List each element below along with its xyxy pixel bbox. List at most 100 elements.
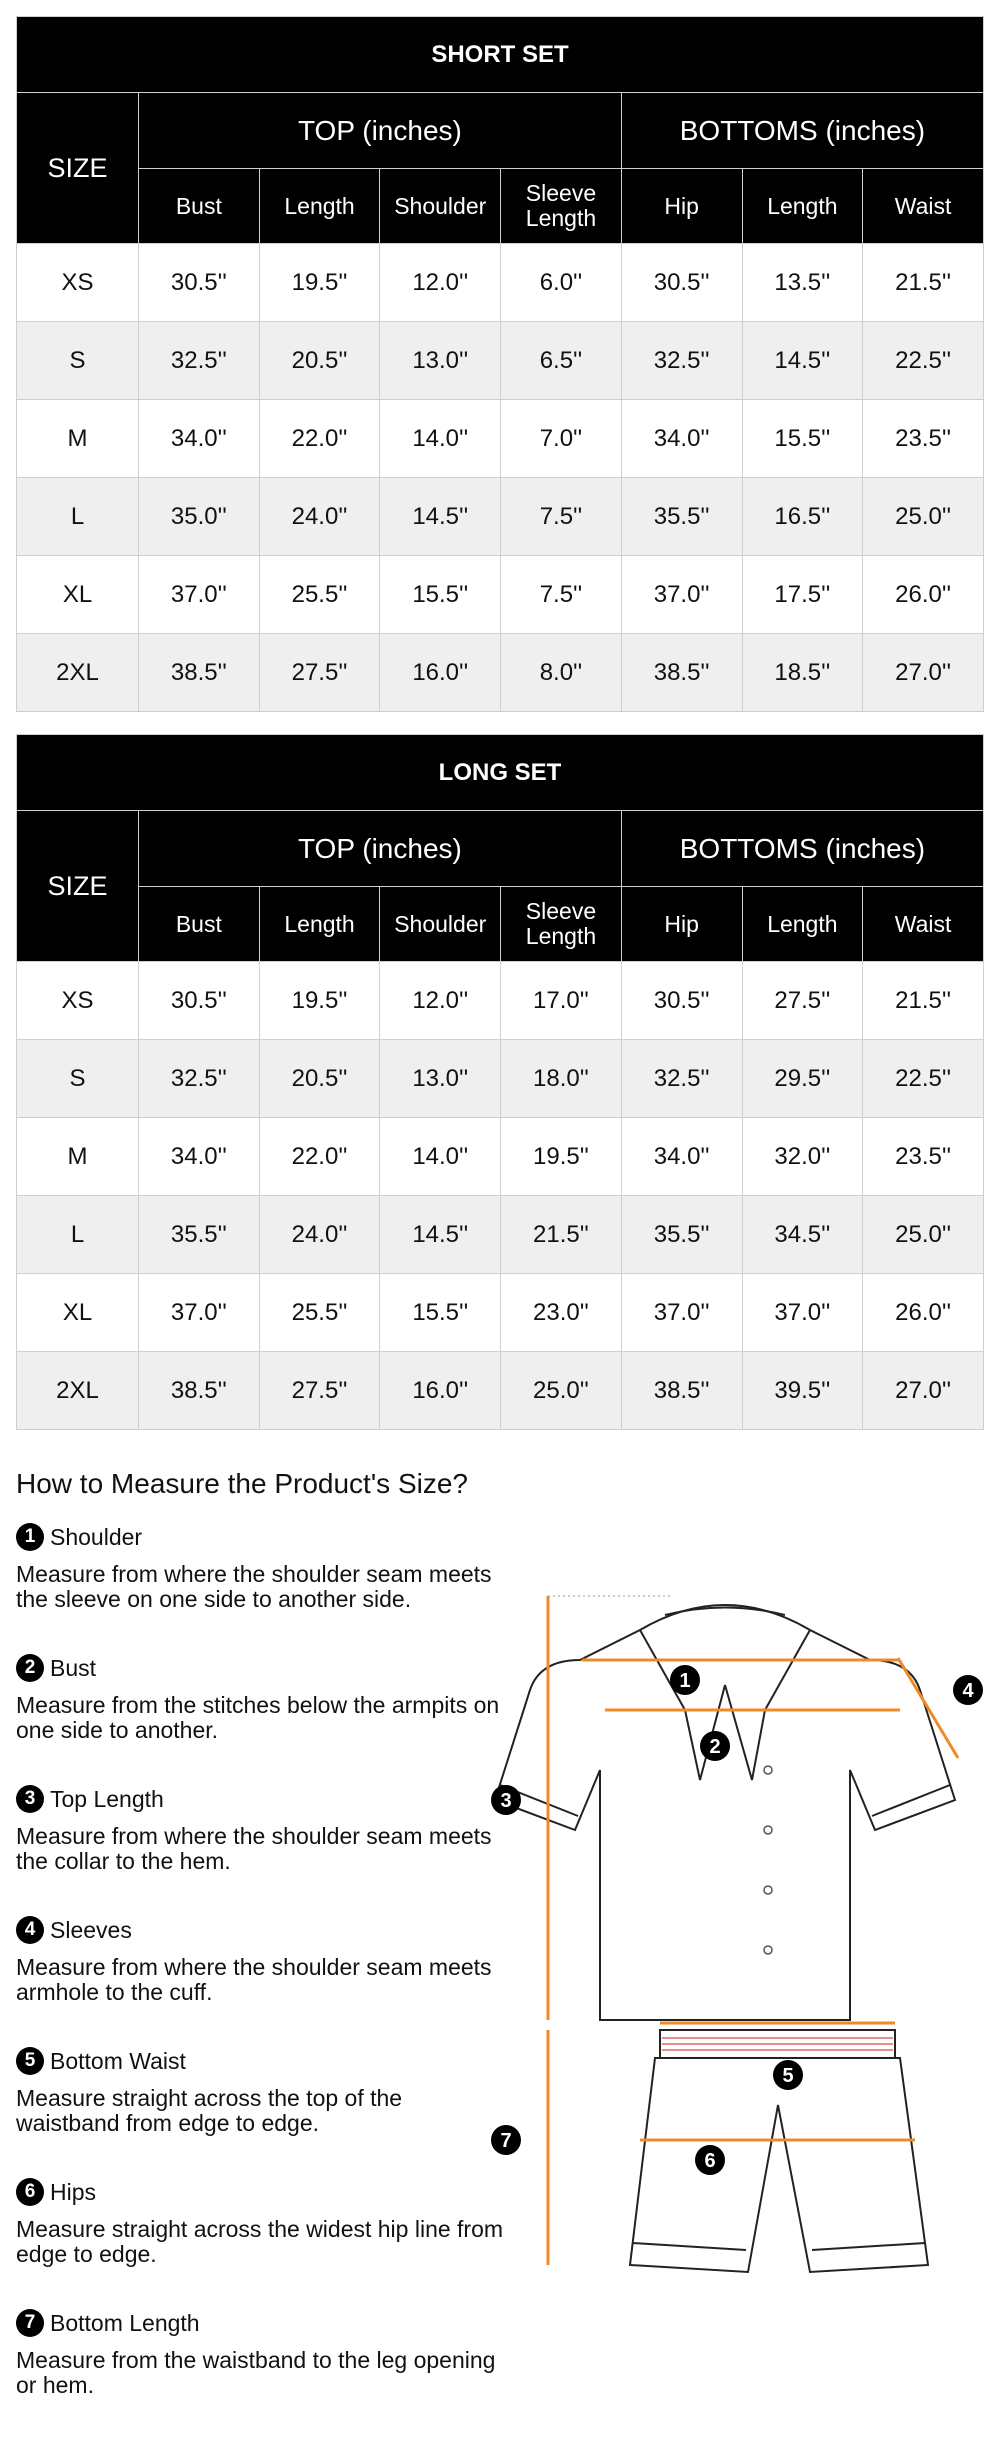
marker-badge — [953, 1675, 983, 1705]
measurement-cell: 27.0'' — [862, 633, 984, 712]
measurement-cell: 24.0'' — [258, 477, 381, 556]
measurement-cell: 30.5'' — [620, 243, 743, 322]
size-cell: XL — [16, 555, 139, 634]
table-row: XS 30.5'' 19.5'' 12.0'' 6.0'' 30.5'' 13.5'' 21.… — [16, 243, 984, 322]
size-header: SIZE — [16, 92, 139, 244]
measurement-cell: 32.0'' — [741, 1117, 864, 1196]
measurement-cell: 21.5'' — [500, 1195, 622, 1274]
table-row: L 35.5'' 24.0'' 14.5'' 21.5'' 35.5'' 34.5'' 25.… — [16, 1195, 984, 1274]
measure-name: Bust — [50, 1654, 97, 1681]
measurement-cell: 7.5'' — [500, 555, 622, 634]
measurement-cell: 21.5'' — [862, 243, 984, 322]
measurement-cell: 26.0'' — [862, 555, 984, 634]
marker-badge — [491, 1785, 521, 1815]
column-header: Sleeve Length — [500, 886, 622, 962]
measurement-cell: 23.5'' — [862, 1117, 984, 1196]
measurement-cell: 38.5'' — [620, 633, 743, 712]
marker-label: 6 — [704, 2150, 715, 2172]
measurement-cell: 29.5'' — [741, 1039, 864, 1118]
measure-name: Sleeves — [50, 1916, 132, 1943]
measurement-cell: 25.0'' — [862, 1195, 984, 1274]
marker-label: 1 — [679, 1670, 690, 1692]
measure-item-shoulder: 1 Shoulder Measure from where the shoulde… — [16, 1522, 516, 1612]
marker-badge — [491, 2125, 521, 2155]
measurement-cell: 20.5'' — [258, 1039, 381, 1118]
marker-label: 4 — [962, 1680, 974, 1702]
measurement-cell: 39.5'' — [741, 1351, 864, 1430]
long-set-table-block: LONG SET SIZE TOP (inches) BOTTOMS (inch… — [16, 734, 985, 1430]
measurement-cell: 25.0'' — [500, 1351, 622, 1430]
measurement-cell: 37.0'' — [741, 1273, 864, 1352]
marker-label: 3 — [500, 1790, 511, 1812]
measure-name: Bottom Length — [50, 2309, 200, 2336]
column-header: Bust — [138, 168, 260, 244]
size-cell: S — [16, 1039, 139, 1118]
column-header: Sleeve Length — [500, 168, 622, 244]
column-header: Waist — [862, 168, 984, 244]
measurement-cell: 19.5'' — [258, 243, 381, 322]
measurement-cell: 27.5'' — [258, 633, 381, 712]
measurement-cell: 12.0'' — [379, 243, 502, 322]
measure-description: Measure straight across the widest hip l… — [16, 2216, 504, 2267]
short-set-table: SHORT SET SIZE TOP (inches) BOTTOMS (inc… — [16, 16, 985, 712]
shirt-outline — [493, 1604, 957, 2021]
table-row: 2XL 38.5'' 27.5'' 16.0'' 25.0'' 38.5'' 39.5'' 2… — [16, 1351, 984, 1430]
size-cell: S — [16, 321, 139, 400]
size-cell: L — [16, 1195, 139, 1274]
diagram-markers: 1 2 3 4 5 6 7 — [491, 1665, 983, 2175]
measurement-cell: 15.5'' — [741, 399, 864, 478]
short-set-table-block: SHORT SET SIZE TOP (inches) BOTTOMS (inc… — [16, 16, 985, 712]
measurement-cell: 12.0'' — [379, 961, 502, 1040]
size-cell: 2XL — [16, 1351, 139, 1430]
measurement-cell: 38.5'' — [620, 1351, 743, 1430]
table-title: LONG SET — [16, 734, 984, 811]
measure-name: Shoulder — [50, 1523, 143, 1550]
column-header: Length — [741, 886, 864, 962]
number-badge: 4 — [16, 1916, 44, 1944]
size-cell: 2XL — [16, 633, 139, 712]
measure-item-hips: 6 Hips Measure straight across the widest… — [16, 2177, 516, 2267]
column-header: Shoulder — [379, 168, 502, 244]
measure-item-bust: 2 Bust Measure from the stitches below th… — [16, 1653, 516, 1743]
measurement-cell: 34.0'' — [620, 1117, 743, 1196]
measurement-cell: 34.5'' — [741, 1195, 864, 1274]
pajama-set-diagram-icon: 1 2 3 4 5 6 7 — [491, 1595, 983, 2274]
number-badge: 1 — [16, 1523, 44, 1551]
measurement-cell: 8.0'' — [500, 633, 622, 712]
measurement-cell: 25.5'' — [258, 555, 381, 634]
column-header: Hip — [620, 886, 743, 962]
measurement-lines — [546, 1596, 960, 2265]
measurement-cell: 30.5'' — [138, 961, 260, 1040]
measurement-cell: 35.0'' — [138, 477, 260, 556]
table-title: SHORT SET — [16, 16, 984, 93]
measure-description: Measure from where the shoulder seam mee… — [16, 1561, 492, 1612]
marker-label: 7 — [500, 2130, 511, 2152]
measurement-cell: 13.0'' — [379, 1039, 502, 1118]
measurement-cell: 20.5'' — [258, 321, 381, 400]
measurement-cell: 24.0'' — [258, 1195, 381, 1274]
measurement-cell: 27.5'' — [741, 961, 864, 1040]
measure-item-bottom-length: 7 Bottom Length Measure from the waistban… — [16, 2308, 516, 2398]
size-cell: M — [16, 1117, 139, 1196]
measurement-cell: 22.5'' — [862, 1039, 984, 1118]
column-header: Shoulder — [379, 886, 502, 962]
measurement-cell: 14.5'' — [379, 1195, 502, 1274]
measure-item-top-length: 3 Top Length Measure from where the shoul… — [16, 1784, 516, 1874]
marker-label: 5 — [782, 2065, 793, 2087]
size-cell: XS — [16, 243, 139, 322]
measurement-cell: 22.0'' — [258, 1117, 381, 1196]
measurement-cell: 34.0'' — [620, 399, 743, 478]
measurement-cell: 16.5'' — [741, 477, 864, 556]
number-badge: 3 — [16, 1785, 44, 1813]
measurement-cell: 23.5'' — [862, 399, 984, 478]
measurement-cell: 38.5'' — [138, 633, 260, 712]
marker-label: 2 — [709, 1736, 720, 1758]
measurement-cell: 32.5'' — [620, 321, 743, 400]
column-header: Length — [741, 168, 864, 244]
size-cell: XL — [16, 1273, 139, 1352]
measure-name: Bottom Waist — [50, 2047, 186, 2074]
measurement-cell: 37.0'' — [138, 1273, 260, 1352]
table-row: M 34.0'' 22.0'' 14.0'' 7.0'' 34.0'' 15.5'' 23.5… — [16, 399, 984, 478]
size-cell: L — [16, 477, 139, 556]
measure-item-bottom-waist: 5 Bottom Waist Measure straight across th… — [16, 2046, 516, 2136]
